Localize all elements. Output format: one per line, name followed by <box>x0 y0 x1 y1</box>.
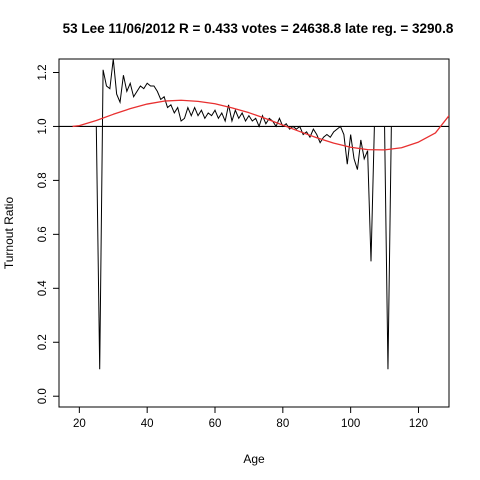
x-tick-label: 120 <box>409 418 428 430</box>
x-tick-label: 80 <box>276 418 289 430</box>
y-tick-label: 0.2 <box>37 334 49 350</box>
plot-area <box>59 59 449 370</box>
x-tick-label: 40 <box>141 418 154 430</box>
y-tick-label: 0.8 <box>37 172 49 188</box>
y-tick-label: 0.6 <box>37 226 49 242</box>
y-tick-label: 1.2 <box>37 64 49 80</box>
y-axis-label: Turnout Ratio <box>2 197 16 270</box>
x-tick-label: 20 <box>73 418 86 430</box>
x-tick-label: 100 <box>341 418 360 430</box>
y-tick-label: 0.4 <box>37 280 49 297</box>
x-axis-label: Age <box>243 452 265 466</box>
x-axis: 20 40 60 80 100 120 <box>73 407 428 430</box>
x-tick-label: 60 <box>209 418 222 430</box>
turnout-ratio-line <box>72 59 449 370</box>
fit-curve <box>72 99 449 151</box>
y-tick-label: 1.0 <box>37 118 49 134</box>
chart-title: 53 Lee 11/06/2012 R = 0.433 votes = 2463… <box>63 21 454 36</box>
y-axis: 0.0 0.2 0.4 0.6 0.8 1.0 1.2 <box>37 64 59 404</box>
plot-frame <box>58 58 450 408</box>
y-tick-label: 0.0 <box>37 388 49 404</box>
